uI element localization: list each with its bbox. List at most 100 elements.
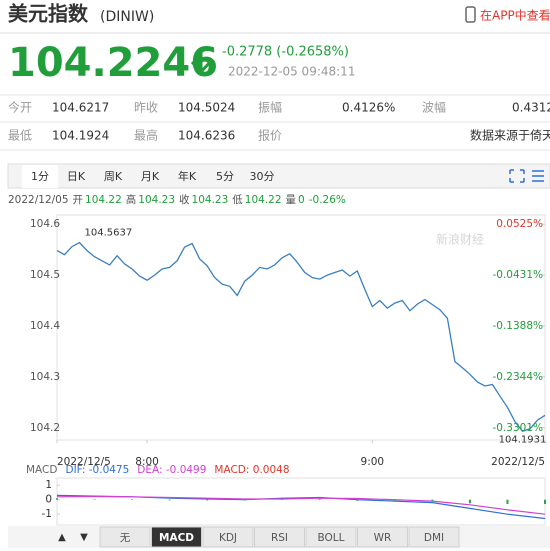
- stat-value: 104.6217: [52, 101, 109, 115]
- macd-bar: [544, 499, 546, 505]
- macd-readout: MACD DIF: -0.0475 DEA: -0.0499 MACD: 0.0048: [26, 464, 290, 476]
- x-tick-label: 9:00: [361, 456, 385, 468]
- y2-tick-label: -0.3301%: [492, 422, 543, 434]
- y-tick-label: 104.4: [30, 320, 60, 332]
- active-tab[interactable]: [22, 165, 58, 188]
- up-button[interactable]: ▲: [58, 532, 66, 543]
- stat-label: 最高: [134, 128, 158, 143]
- readout-item: DIF: -0.0475: [65, 464, 129, 476]
- info-value: 104.22: [85, 194, 122, 206]
- view-icons[interactable]: [509, 169, 544, 183]
- indicator-tab-bg[interactable]: [357, 526, 408, 548]
- indicator-tab-bg[interactable]: [305, 526, 357, 548]
- app-link[interactable]: 在APP中查看: [480, 8, 550, 23]
- y-tick-label: 104.6: [30, 218, 60, 230]
- period-tab[interactable]: 1分: [31, 170, 49, 183]
- info-change: -0.26%: [309, 194, 346, 206]
- indicator-tab-bg[interactable]: [254, 526, 305, 548]
- info-value: 104.22: [245, 194, 282, 206]
- time: 2022-12-05 09:48:11: [228, 65, 355, 79]
- indicator-tab[interactable]: 无: [120, 532, 131, 544]
- y2-tick-label: 0.0525%: [496, 218, 543, 230]
- macd-bar: [131, 499, 134, 500]
- period-tab[interactable]: 周K: [104, 170, 123, 183]
- period-tab[interactable]: 月K: [141, 170, 160, 183]
- phone-icon[interactable]: [465, 6, 476, 23]
- macd-bar: [506, 499, 509, 505]
- x-tick-label: 8:00: [135, 456, 159, 468]
- tab-bar: [7, 163, 550, 189]
- stat-label: 今开: [8, 100, 32, 115]
- stat-value: 104.6236: [178, 129, 235, 143]
- indicator-tab-bg[interactable]: [151, 526, 202, 548]
- price: 104.2246: [8, 40, 218, 86]
- plot-frame: [56, 214, 546, 441]
- y-tick-label: 0: [45, 494, 52, 506]
- macd-bar: [281, 498, 284, 500]
- indicator-tab-bg[interactable]: [99, 526, 151, 548]
- period-tab[interactable]: 日K: [67, 170, 86, 183]
- stat-label: 波幅: [422, 100, 446, 115]
- x-tick-label: 2022/12/5: [57, 456, 111, 468]
- info-date: 2022/12/05: [8, 194, 69, 206]
- macd-line: [56, 495, 546, 515]
- x-tick-label: 2022/12/5: [491, 456, 545, 468]
- indicator-tab[interactable]: KDJ: [219, 532, 237, 544]
- stat-value: 104.5024: [178, 101, 235, 115]
- macd-bar: [356, 499, 359, 501]
- info-value: 104.23: [192, 194, 229, 206]
- y2-tick-label: -0.0431%: [492, 269, 543, 281]
- stat-value: 0.4312: [512, 101, 550, 115]
- info-label: 开: [73, 194, 84, 206]
- code: (DINIW): [100, 9, 154, 25]
- stat-label: 振幅: [258, 100, 282, 115]
- info-label: 高: [126, 193, 137, 206]
- info-value: 0: [298, 194, 305, 206]
- indicator-tab[interactable]: BOLL: [318, 532, 345, 544]
- indicator-tab-bg[interactable]: [408, 526, 460, 548]
- readout-item: MACD: 0.0048: [214, 464, 289, 476]
- stat-label: 最低: [8, 129, 32, 143]
- price-line: [56, 241, 546, 433]
- y-tick-label: 104.2: [30, 422, 60, 434]
- macd-bar: [468, 499, 471, 504]
- y-tick-label: 104.3: [30, 371, 60, 383]
- macd-bar: [56, 498, 58, 500]
- info-value: 104.23: [138, 194, 175, 206]
- y2-tick-label: -0.2344%: [492, 371, 543, 383]
- y-tick-label: 104.5: [30, 269, 60, 281]
- macd-bar: [431, 499, 434, 502]
- watermark: 新浪财经: [436, 232, 484, 247]
- macd-bar: [318, 498, 321, 500]
- macd-bar: [243, 499, 246, 501]
- stat-label: 昨收: [134, 101, 158, 115]
- y-tick-label: 1: [45, 479, 52, 491]
- period-tab[interactable]: 30分: [250, 170, 275, 183]
- max-label: 104.5637: [85, 228, 133, 239]
- period-tab[interactable]: 5分: [216, 170, 234, 183]
- stat-value: 0.4126%: [342, 101, 395, 115]
- indicator-tab[interactable]: DMI: [424, 532, 444, 544]
- macd-bar: [206, 499, 209, 501]
- y2-tick-label: -0.1388%: [492, 320, 543, 332]
- info-label: 低: [232, 193, 243, 206]
- info-label: 量: [286, 194, 297, 206]
- down-button[interactable]: ▼: [80, 532, 88, 543]
- indicator-tab[interactable]: WR: [374, 532, 392, 544]
- min-label: 104.1931: [499, 434, 547, 445]
- info-line: 2022/12/05 开 104.22 高 104.23 收 104.23 低 104.22 量 0…: [8, 193, 346, 206]
- macd-bar: [168, 499, 171, 501]
- indicator-tab[interactable]: MACD: [159, 532, 194, 544]
- macd-bar: [393, 499, 396, 502]
- change: -0.2778 (-0.2658%): [222, 45, 349, 60]
- y-tick-label: -1: [42, 508, 52, 520]
- macd-title: MACD: [26, 464, 57, 476]
- macd-bar: [93, 499, 96, 500]
- indicator-tab-bg[interactable]: [202, 526, 254, 548]
- title: 美元指数: [8, 2, 89, 26]
- period-tab[interactable]: 年K: [178, 169, 197, 183]
- indicator-tab[interactable]: RSI: [271, 532, 288, 544]
- readout-item: DEA: -0.0499: [137, 464, 206, 476]
- stat-label: 报价: [258, 128, 282, 143]
